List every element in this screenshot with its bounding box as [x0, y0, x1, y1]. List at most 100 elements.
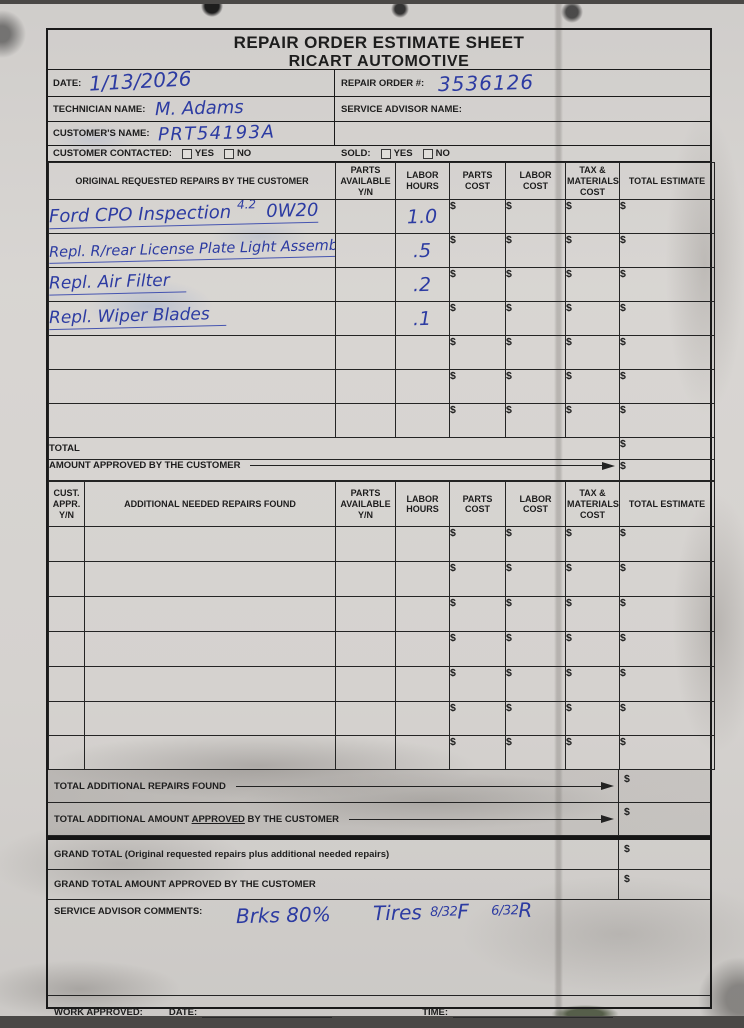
parts-available-cell: [336, 200, 396, 234]
customer-contacted-yes-checkbox[interactable]: [182, 149, 192, 159]
dollar-sign: $: [566, 404, 572, 416]
dollar-sign: $: [624, 843, 630, 855]
amount-approved-label: AMOUNT APPROVED BY THE CUSTOMER: [49, 460, 240, 471]
labor-hours-cell: [396, 702, 450, 736]
total-estimate-cell: $: [620, 667, 715, 702]
dollar-sign: $: [566, 234, 572, 246]
parts-available-cell: [336, 268, 396, 302]
dollar-sign: $: [620, 302, 626, 314]
grand-total-label: GRAND TOTAL (Original requested repairs …: [54, 849, 389, 860]
total-estimate-cell: $: [620, 597, 715, 632]
parts-cost-cell: $: [450, 234, 506, 268]
dollar-sign: $: [566, 562, 572, 574]
sold-yes-checkbox[interactable]: [381, 149, 391, 159]
dollar-sign: $: [506, 336, 512, 348]
dollar-sign: $: [506, 370, 512, 382]
parts-available-cell: [336, 234, 396, 268]
customer-contacted-no-label: NO: [237, 148, 251, 159]
customer-contacted-label: CUSTOMER CONTACTED:: [53, 148, 172, 159]
col-total-estimate: TOTAL ESTIMATE: [620, 163, 715, 200]
dollar-sign: $: [620, 562, 626, 574]
dollar-sign: $: [566, 268, 572, 280]
dollar-sign: $: [450, 200, 456, 212]
form-title: REPAIR ORDER ESTIMATE SHEET RICART AUTOM…: [48, 30, 710, 70]
labor-cost-cell: $: [506, 370, 566, 404]
parts-available-cell: [336, 597, 396, 632]
dollar-sign: $: [450, 527, 456, 539]
total-value-cell: $: [620, 438, 715, 460]
dollar-sign: $: [620, 234, 626, 246]
dollar-sign: $: [566, 736, 572, 748]
dollar-sign: $: [566, 302, 572, 314]
labor-hours-cell: [396, 632, 450, 667]
repair-description-cell: Repl. R/rear License Plate Light Assembl…: [49, 234, 336, 268]
labor-hours-cell: [396, 562, 450, 597]
dollar-sign: $: [506, 302, 512, 314]
service-advisor-field: SERVICE ADVISOR NAME:: [335, 97, 710, 121]
sold-no-checkbox[interactable]: [423, 149, 433, 159]
labor-cost-cell: $: [506, 597, 566, 632]
cust-appr-cell: [49, 702, 85, 736]
scanned-paper: REPAIR ORDER ESTIMATE SHEET RICART AUTOM…: [0, 4, 744, 1016]
labor-hours-value: .5: [413, 242, 432, 261]
total-additional-approved-row: TOTAL ADDITIONAL AMOUNT APPROVED BY THE …: [48, 803, 710, 836]
comments-value: Brks 80% Tires 8/32F 6/32R: [236, 900, 533, 926]
dollar-sign: $: [506, 200, 512, 212]
col-labor-hours: LABOR HOURS: [396, 163, 450, 200]
additional-repair-row: $ $ $ $: [49, 597, 715, 632]
dollar-sign: $: [620, 404, 626, 416]
col-original-repairs: ORIGINAL REQUESTED REPAIRS BY THE CUSTOM…: [49, 163, 336, 200]
customer-name-field: CUSTOMER'S NAME: PRT54193A: [48, 122, 335, 145]
labor-hours-cell: [396, 404, 450, 438]
parts-available-cell: [336, 736, 396, 770]
cust-appr-cell: [49, 667, 85, 702]
parts-cost-cell: $: [450, 336, 506, 370]
technician-label: TECHNICIAN NAME:: [53, 104, 145, 115]
info-row-technician: TECHNICIAN NAME: M. Adams SERVICE ADVISO…: [48, 97, 710, 122]
repair-description: Repl. Wiper Blades: [49, 305, 210, 329]
repair-description-cell: [85, 527, 336, 562]
original-repairs-table: ORIGINAL REQUESTED REPAIRS BY THE CUSTOM…: [48, 162, 715, 481]
labor-hours-cell: [396, 527, 450, 562]
dollar-sign: $: [566, 597, 572, 609]
tax-materials-cell: $: [566, 234, 620, 268]
total-row: TOTAL $: [49, 438, 715, 460]
dollar-sign: $: [506, 562, 512, 574]
customer-contacted-no-checkbox[interactable]: [224, 149, 234, 159]
technician-value: M. Adams: [155, 99, 244, 119]
total-estimate-cell: $: [620, 268, 715, 302]
labor-cost-cell: $: [506, 200, 566, 234]
parts-available-cell: [336, 370, 396, 404]
dollar-sign: $: [620, 336, 626, 348]
customer-name-value: PRT54193A: [157, 123, 275, 144]
sold-field: SOLD: YES NO: [335, 146, 710, 161]
dollar-sign: $: [566, 527, 572, 539]
repair-description-cell: [49, 404, 336, 438]
dollar-sign: $: [620, 597, 626, 609]
additional-repair-row: $ $ $ $: [49, 736, 715, 770]
col-parts-cost: PARTS COST: [450, 482, 506, 527]
dollar-sign: $: [450, 336, 456, 348]
amount-approved-value-cell: $: [620, 460, 715, 481]
tax-materials-cell: $: [566, 736, 620, 770]
tax-materials-cell: $: [566, 268, 620, 302]
dollar-sign: $: [450, 404, 456, 416]
repair-row-7: $ $ $ $: [49, 404, 715, 438]
parts-available-cell: [336, 667, 396, 702]
footer-date-label: DATE:: [169, 1007, 197, 1018]
labor-hours-cell: .5: [396, 234, 450, 268]
repair-description-cell: [49, 336, 336, 370]
dollar-sign: $: [506, 404, 512, 416]
dollar-sign: $: [506, 597, 512, 609]
col-labor-cost: LABOR COST: [506, 163, 566, 200]
dollar-sign: $: [620, 438, 626, 450]
service-advisor-comments: SERVICE ADVISOR COMMENTS: Brks 80% Tires…: [48, 900, 710, 996]
dollar-sign: $: [506, 667, 512, 679]
additional-repairs-header-row: CUST. APPR. Y/N ADDITIONAL NEEDED REPAIR…: [49, 482, 715, 527]
sold-label: SOLD:: [341, 148, 371, 159]
repair-order-field: REPAIR ORDER #: 3536126: [335, 70, 710, 96]
customer-contacted-yes-label: YES: [195, 148, 214, 159]
dollar-sign: $: [566, 667, 572, 679]
info-row-contacted: CUSTOMER CONTACTED: YES NO SOLD: YES NO: [48, 146, 710, 162]
